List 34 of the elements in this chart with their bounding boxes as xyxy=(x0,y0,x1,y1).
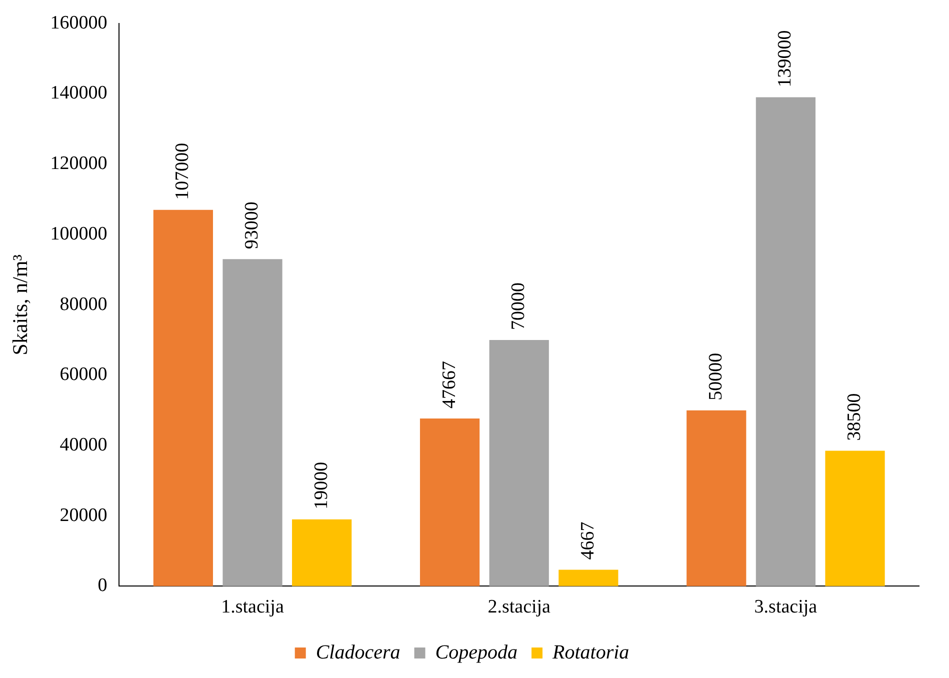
bar xyxy=(153,210,213,586)
y-tick-label: 160000 xyxy=(50,12,108,34)
data-label: 70000 xyxy=(508,282,530,330)
bar xyxy=(686,410,746,586)
bar xyxy=(825,450,885,586)
data-label: 47667 xyxy=(438,361,460,409)
y-tick-label: 60000 xyxy=(60,364,108,386)
legend-label: Cladocera xyxy=(316,641,400,664)
bar xyxy=(420,418,480,586)
data-label: 107000 xyxy=(172,142,194,200)
y-tick-label: 20000 xyxy=(60,504,108,526)
bar xyxy=(756,97,816,586)
legend-label: Copepoda xyxy=(435,641,518,664)
bar xyxy=(489,340,549,586)
data-label: 19000 xyxy=(310,462,332,510)
bar xyxy=(292,519,352,586)
legend-label: Rotatoria xyxy=(551,641,630,664)
data-label: 50000 xyxy=(705,352,726,400)
bar xyxy=(222,259,282,586)
data-label: 38500 xyxy=(844,393,865,441)
x-tick-label: 3.stacija xyxy=(754,596,818,618)
x-tick-label: 1.stacija xyxy=(221,596,284,618)
y-axis-title: Skaits, n/m³ xyxy=(8,254,32,356)
y-tick-label: 140000 xyxy=(50,82,108,104)
y-tick-label: 40000 xyxy=(60,434,108,456)
y-tick-label: 120000 xyxy=(50,153,108,174)
x-tick-label: 2.stacija xyxy=(488,596,552,618)
data-label: 93000 xyxy=(241,202,262,250)
data-label: 4667 xyxy=(577,522,598,560)
y-tick-label: 80000 xyxy=(60,294,108,315)
data-label: 139000 xyxy=(774,30,796,88)
y-tick-label: 0 xyxy=(98,575,108,596)
y-tick-label: 100000 xyxy=(50,223,108,244)
bar xyxy=(558,570,618,586)
